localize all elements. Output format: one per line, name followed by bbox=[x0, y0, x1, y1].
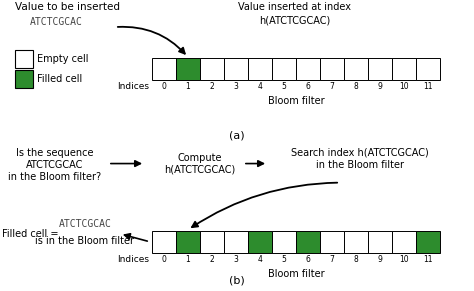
Bar bbox=[15, 70, 33, 88]
Text: Is the sequence
ATCTCGCAC
in the Bloom filter?: Is the sequence ATCTCGCAC in the Bloom f… bbox=[9, 148, 101, 182]
Text: Filled cell: Filled cell bbox=[37, 74, 82, 84]
Text: 9: 9 bbox=[378, 82, 383, 91]
Bar bbox=[15, 50, 33, 68]
Bar bbox=[392, 58, 416, 80]
Text: Value to be inserted: Value to be inserted bbox=[15, 2, 120, 12]
Bar bbox=[224, 58, 248, 80]
Bar bbox=[344, 231, 368, 253]
Bar bbox=[224, 231, 248, 253]
Text: 11: 11 bbox=[423, 255, 433, 264]
Bar bbox=[392, 231, 416, 253]
Text: 9: 9 bbox=[378, 255, 383, 264]
Text: Empty cell: Empty cell bbox=[37, 54, 89, 64]
Text: 1: 1 bbox=[186, 255, 191, 264]
Bar bbox=[344, 58, 368, 80]
Text: 10: 10 bbox=[399, 82, 409, 91]
Text: ATCTCGCAC: ATCTCGCAC bbox=[59, 219, 111, 229]
Text: Indices: Indices bbox=[117, 82, 149, 91]
Bar bbox=[416, 58, 440, 80]
Text: Search index h(ATCTCGCAC)
in the Bloom filter: Search index h(ATCTCGCAC) in the Bloom f… bbox=[291, 148, 429, 170]
Text: 7: 7 bbox=[329, 82, 335, 91]
Bar bbox=[320, 58, 344, 80]
Text: 0: 0 bbox=[162, 82, 166, 91]
Text: is in the Bloom filter: is in the Bloom filter bbox=[36, 236, 135, 246]
Text: Indices: Indices bbox=[117, 255, 149, 264]
Text: 1: 1 bbox=[186, 82, 191, 91]
Text: 2: 2 bbox=[210, 82, 214, 91]
Text: Compute
h(ATCTCGCAC): Compute h(ATCTCGCAC) bbox=[164, 152, 236, 175]
Text: 0: 0 bbox=[162, 255, 166, 264]
Bar bbox=[368, 58, 392, 80]
Text: (b): (b) bbox=[229, 276, 245, 286]
Text: (a): (a) bbox=[229, 130, 245, 141]
Text: 3: 3 bbox=[234, 255, 238, 264]
Text: ATCTCGCAC: ATCTCGCAC bbox=[30, 17, 83, 27]
Bar bbox=[416, 231, 440, 253]
Text: 6: 6 bbox=[306, 82, 310, 91]
Text: Filled cell =: Filled cell = bbox=[2, 229, 58, 239]
Text: 6: 6 bbox=[306, 255, 310, 264]
Text: 7: 7 bbox=[329, 255, 335, 264]
Text: 11: 11 bbox=[423, 82, 433, 91]
Bar bbox=[320, 231, 344, 253]
Bar bbox=[296, 58, 320, 80]
Text: 8: 8 bbox=[354, 255, 358, 264]
Text: 3: 3 bbox=[234, 82, 238, 91]
Text: 4: 4 bbox=[257, 82, 263, 91]
Text: Value inserted at index
h(ATCTCGCAC): Value inserted at index h(ATCTCGCAC) bbox=[238, 2, 352, 25]
Bar bbox=[176, 58, 200, 80]
Text: 4: 4 bbox=[257, 255, 263, 264]
Bar bbox=[248, 231, 272, 253]
Bar bbox=[248, 58, 272, 80]
Text: 8: 8 bbox=[354, 82, 358, 91]
Bar bbox=[176, 231, 200, 253]
Bar bbox=[296, 231, 320, 253]
Bar bbox=[200, 231, 224, 253]
Bar bbox=[200, 58, 224, 80]
Bar bbox=[152, 58, 176, 80]
Text: 10: 10 bbox=[399, 255, 409, 264]
Text: 5: 5 bbox=[282, 255, 286, 264]
Text: 2: 2 bbox=[210, 255, 214, 264]
Bar bbox=[152, 231, 176, 253]
Text: Bloom filter: Bloom filter bbox=[268, 269, 324, 279]
Text: Bloom filter: Bloom filter bbox=[268, 96, 324, 106]
Text: 5: 5 bbox=[282, 82, 286, 91]
Bar bbox=[368, 231, 392, 253]
Bar bbox=[272, 231, 296, 253]
Bar bbox=[272, 58, 296, 80]
